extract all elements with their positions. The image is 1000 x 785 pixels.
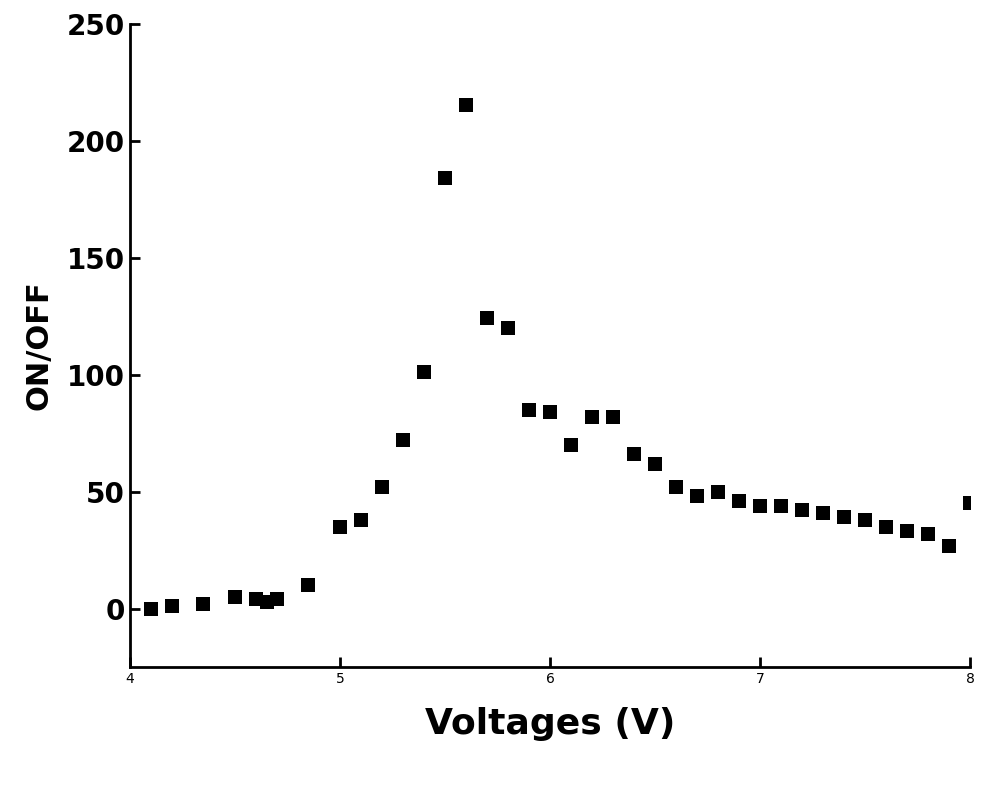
- Point: [227, 591, 243, 604]
- Point: [195, 597, 211, 610]
- Point: [857, 513, 873, 526]
- Point: [626, 448, 642, 461]
- Point: [479, 312, 495, 325]
- Point: [941, 539, 957, 552]
- X-axis label: Voltages (V): Voltages (V): [425, 707, 675, 741]
- Point: [920, 528, 936, 540]
- Point: [689, 490, 705, 502]
- Point: [500, 322, 516, 334]
- Point: [269, 593, 285, 606]
- Point: [248, 593, 264, 606]
- Point: [899, 525, 915, 538]
- Point: [395, 434, 411, 447]
- Point: [542, 406, 558, 418]
- Point: [332, 520, 348, 533]
- Point: [374, 480, 390, 493]
- Point: [143, 602, 159, 615]
- Point: [259, 596, 275, 608]
- Point: [668, 480, 684, 493]
- Point: [731, 495, 747, 507]
- Point: [605, 411, 621, 423]
- Point: [416, 366, 432, 378]
- Point: [962, 497, 978, 509]
- Y-axis label: ON/OFF: ON/OFF: [24, 280, 53, 411]
- Point: [521, 403, 537, 416]
- Point: [710, 485, 726, 498]
- Point: [300, 579, 316, 592]
- Point: [353, 513, 369, 526]
- Point: [836, 511, 852, 524]
- Point: [437, 172, 453, 184]
- Point: [458, 99, 474, 111]
- Point: [773, 499, 789, 512]
- Point: [878, 520, 894, 533]
- Point: [584, 411, 600, 423]
- Point: [647, 458, 663, 470]
- Point: [563, 439, 579, 451]
- Point: [164, 600, 180, 612]
- Point: [752, 499, 768, 512]
- Point: [794, 504, 810, 517]
- Point: [815, 506, 831, 519]
